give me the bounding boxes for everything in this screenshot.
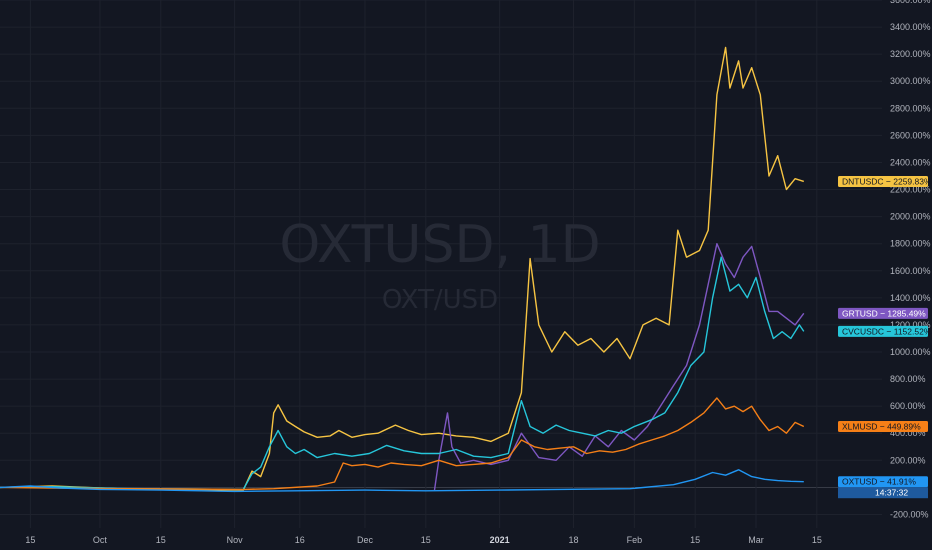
x-tick-label: 15 — [812, 535, 822, 545]
watermark-pair: OXT/USD — [382, 285, 498, 315]
y-tick-label: 800.00% — [890, 374, 926, 384]
y-tick-label: 1000.00% — [890, 347, 931, 357]
last-value-label-oxtusd: OXTUSD − 41.91% — [842, 477, 916, 487]
y-tick-label: 3000.00% — [890, 76, 931, 86]
x-tick-label: 2021 — [490, 535, 510, 545]
last-value-label-cvcusdc: CVCUSDC − 1152.52% — [842, 326, 932, 336]
x-tick-label: Oct — [93, 535, 108, 545]
x-tick-label: 15 — [156, 535, 166, 545]
x-tick-label: Dec — [357, 535, 374, 545]
x-tick-label: 15 — [25, 535, 35, 545]
x-tick-label: 15 — [421, 535, 431, 545]
y-tick-label: 2600.00% — [890, 130, 931, 140]
y-tick-label: 1600.00% — [890, 266, 931, 276]
last-value-label-xlmusd: XLMUSD − 449.89% — [842, 421, 921, 431]
y-tick-label: 2400.00% — [890, 157, 931, 167]
last-value-label-grtusd: GRTUSD − 1285.49% — [842, 308, 926, 318]
series-line-oxtusd — [0, 469, 804, 493]
last-value-tag-grtusd — [838, 307, 928, 319]
y-tick-label: 1800.00% — [890, 239, 931, 249]
y-tick-label: 3400.00% — [890, 22, 931, 32]
x-tick-label: 16 — [295, 535, 305, 545]
price-axis[interactable]: -200.00% 200.00% 400.00% 600.00% 800.00% 1000… — [890, 0, 931, 519]
y-tick-label: 600.00% — [890, 401, 926, 411]
y-tick-label: 1400.00% — [890, 293, 931, 303]
x-tick-label: 18 — [569, 535, 579, 545]
series-line-cvcusdc — [0, 256, 805, 491]
y-tick-label: 400.00% — [890, 428, 926, 438]
x-tick-label: Nov — [227, 535, 244, 545]
y-tick-label: 1200.00% — [890, 320, 931, 330]
bar-countdown: 14:37:32 — [875, 488, 908, 498]
watermark-symbol: OXTUSD, 1D — [279, 215, 600, 275]
y-tick-label: 3600.00% — [890, 0, 931, 5]
last-value-tag-oxtusd — [838, 476, 928, 488]
y-tick-label: -200.00% — [890, 509, 929, 519]
series-layer — [0, 46, 805, 493]
y-tick-label: 2000.00% — [890, 212, 931, 222]
series-line-xlmusd — [0, 397, 805, 491]
y-tick-label: 2800.00% — [890, 103, 931, 113]
last-value-tag-cvcusdc — [838, 325, 928, 337]
series-line-grtusd — [433, 243, 805, 491]
grid-lines — [0, 0, 882, 528]
countdown-box — [838, 487, 928, 499]
y-tick-label: 200.00% — [890, 455, 926, 465]
series-line-dntusdc — [0, 46, 805, 491]
y-tick-label: 2200.00% — [890, 185, 931, 195]
y-tick-label: 3200.00% — [890, 49, 931, 59]
x-tick-label: Mar — [748, 535, 764, 545]
last-value-tags: DNTUSDC − 2259.83% GRTUSD − 1285.49% CVCUS… — [838, 175, 932, 499]
x-tick-label: Feb — [627, 535, 643, 545]
last-value-tag-xlmusd — [838, 420, 928, 432]
last-value-label-dntusdc: DNTUSDC − 2259.83% — [842, 176, 932, 186]
last-value-tag-dntusdc — [838, 175, 928, 187]
time-axis[interactable]: 15 Oct 15 Nov 16 Dec 15 2021 18 Feb 15 Mar 15 — [25, 535, 821, 545]
x-tick-label: 15 — [690, 535, 700, 545]
